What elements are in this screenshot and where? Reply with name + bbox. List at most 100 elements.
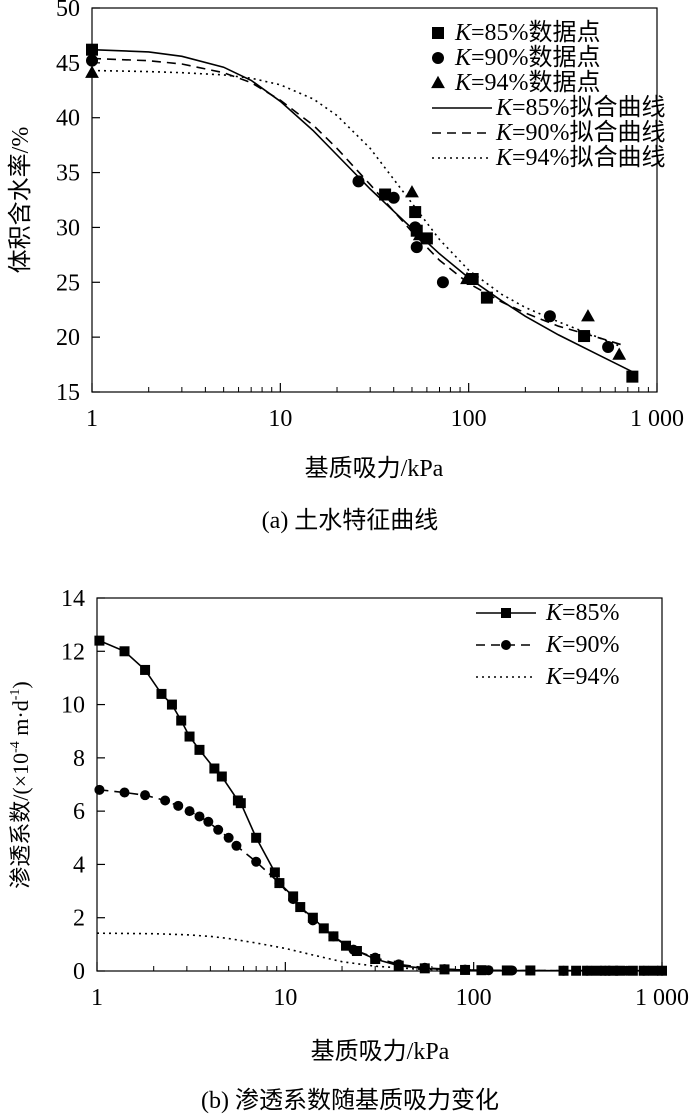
data-point	[176, 715, 187, 726]
data-point	[119, 646, 130, 657]
legend-marker	[501, 608, 511, 618]
data-point	[387, 191, 400, 204]
series-line	[91, 57, 623, 346]
legend-label: K=85%拟合曲线	[495, 94, 666, 121]
data-point	[328, 931, 339, 942]
legend: K=85% K=90% K=94%	[476, 600, 620, 690]
x-tick-label: 1 000	[635, 985, 689, 1011]
series-line	[91, 48, 634, 374]
data-point	[156, 688, 167, 699]
data-point	[94, 635, 105, 646]
data-point	[119, 787, 130, 798]
x-tick-label: 10	[273, 985, 297, 1011]
data-point	[307, 915, 318, 926]
data-point	[86, 43, 98, 56]
data-point	[627, 965, 638, 976]
y-tick-label: 50	[56, 0, 80, 22]
data-point	[409, 221, 422, 234]
data-point	[184, 731, 195, 742]
y-tick-label: 4	[73, 852, 85, 878]
data-point	[476, 965, 487, 976]
data-point	[501, 965, 512, 976]
plot-frame	[96, 597, 663, 972]
data-point	[209, 763, 220, 774]
legend-marker	[431, 75, 445, 89]
data-point	[203, 816, 214, 827]
figure-caption: (a) 土水特征曲线	[262, 507, 439, 534]
y-tick-label: 20	[56, 325, 80, 351]
legend-label: K=94%数据点	[454, 69, 601, 96]
x-tick-label: 100	[451, 406, 487, 432]
legend-marker	[432, 52, 444, 64]
data-point	[409, 206, 422, 219]
data-point	[85, 65, 99, 78]
data-point	[543, 310, 556, 323]
data-point	[460, 271, 474, 285]
y-tick-label: 40	[56, 106, 80, 132]
series-line	[99, 789, 662, 972]
y-tick-label: 14	[61, 586, 85, 612]
data-point	[370, 952, 381, 963]
data-point	[251, 832, 262, 843]
data-point	[348, 944, 359, 955]
data-point	[480, 291, 493, 304]
data-point	[602, 341, 615, 354]
plot-frame	[91, 7, 658, 393]
x-tick-label: 100	[456, 985, 492, 1011]
data-point	[94, 784, 105, 795]
data-point	[612, 347, 627, 360]
series-line	[99, 639, 662, 972]
data-point	[86, 54, 98, 67]
data-point	[295, 902, 306, 913]
data-point	[410, 241, 423, 254]
data-point	[439, 964, 450, 975]
data-point	[600, 965, 611, 976]
data-point	[581, 309, 595, 322]
data-point	[251, 856, 262, 867]
y-tick-label: 45	[56, 51, 80, 77]
data-point	[166, 699, 177, 710]
legend-label: K=85%数据点	[454, 19, 601, 46]
y-tick-label: 2	[73, 906, 85, 932]
data-point	[213, 824, 224, 835]
x-tick-label: 10	[268, 406, 292, 432]
y-tick-label: 10	[61, 693, 85, 719]
data-point	[578, 330, 591, 343]
data-point	[223, 832, 234, 843]
y-tick-label: 8	[73, 746, 85, 772]
data-point	[140, 790, 151, 801]
data-point	[194, 811, 205, 822]
y-tick-label: 30	[56, 215, 80, 241]
legend-label: K=90%拟合曲线	[495, 119, 666, 146]
data-point	[483, 965, 494, 976]
figure-caption: (b) 渗透系数随基质吸力变化	[201, 1087, 499, 1114]
data-point	[648, 965, 659, 976]
data-point	[216, 771, 227, 782]
data-point	[558, 965, 569, 976]
legend-label: K=90%数据点	[454, 44, 601, 71]
data-point	[173, 800, 184, 811]
data-point	[269, 867, 280, 878]
y-tick-label: 35	[56, 161, 80, 187]
data-point	[231, 840, 242, 851]
data-point	[608, 965, 619, 976]
data-point	[419, 962, 430, 973]
data-point	[341, 940, 352, 951]
y-tick-label: 6	[73, 799, 85, 825]
data-point	[352, 175, 365, 188]
data-point	[274, 878, 285, 889]
y-axis-label: 体积含水率/%	[7, 127, 34, 274]
series-line	[91, 69, 623, 348]
data-point	[318, 923, 329, 934]
legend-label: K=94%拟合曲线	[495, 144, 666, 171]
data-point	[194, 744, 205, 755]
y-tick-label: 15	[56, 380, 80, 406]
y-tick-label: 0	[73, 959, 85, 985]
chart-permeability: 1 10 100 1 000 0 2 4 6 8 10 12 14 K=85% K=90% K=94% 基…	[8, 586, 689, 1114]
y-tick-label: 12	[61, 639, 85, 665]
data-point	[460, 964, 471, 975]
data-point	[525, 965, 536, 976]
legend-label: K=90%	[545, 632, 620, 658]
data-point	[235, 798, 246, 809]
